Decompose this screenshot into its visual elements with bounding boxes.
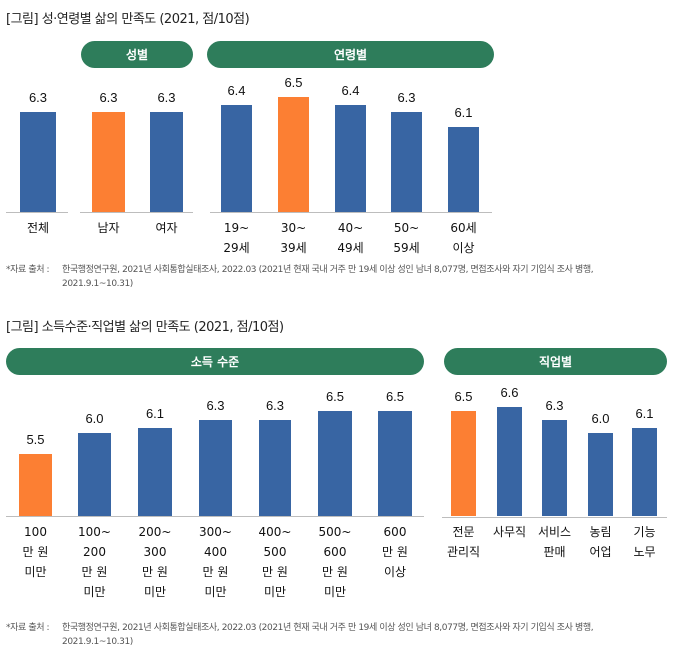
bar (278, 97, 309, 212)
data-label: 6.1 (454, 105, 473, 121)
data-label: 6.5 (385, 389, 405, 405)
figure1-title: [그림] 성·연령별 삶의 만족도 (2021, 점/10점) (6, 12, 250, 27)
category-label: 19~ 29세 (223, 221, 250, 255)
data-label: 6.5 (284, 75, 303, 91)
data-label: 6.0 (85, 410, 104, 426)
baseline-age (210, 212, 492, 213)
category-label: 여자 (155, 221, 178, 235)
baseline-sex (80, 212, 193, 213)
bar (78, 432, 111, 516)
category-label: 기능 노무 (633, 525, 656, 559)
data-label: 6.3 (28, 90, 48, 106)
source-text-line2: 2021.9.1~10.31) (62, 279, 133, 289)
data-label: 6.3 (265, 397, 285, 413)
bar (451, 411, 476, 516)
category-label: 500~ 600 만 원 미만 (318, 525, 352, 599)
category-label: 사무직 (492, 525, 527, 539)
category-label: 서비스 판매 (537, 525, 572, 559)
category-label: 200~ 300 만 원 미만 (138, 525, 172, 599)
data-label: 6.3 (397, 90, 416, 106)
bar (335, 104, 366, 212)
group-pill-income: 소득 수준 (6, 348, 424, 375)
group-pill-job: 직업별 (444, 348, 667, 375)
category-label: 30~ 39세 (280, 221, 307, 255)
bar (391, 112, 422, 212)
data-label: 6.1 (635, 406, 654, 422)
data-label: 6.4 (341, 82, 360, 98)
bar (448, 127, 479, 212)
data-label: 6.5 (454, 389, 473, 405)
category-label: 600 만 원 이상 (382, 525, 408, 579)
baseline-income (6, 516, 424, 517)
source-text-line1: 한국행정연구원, 2021년 사회통합실태조사, 2022.03 (2021년 … (62, 265, 594, 275)
bar (318, 411, 352, 516)
bar (92, 112, 125, 212)
data-label: 6.3 (99, 90, 118, 106)
baseline-job (442, 517, 667, 518)
category-label: 남자 (97, 221, 120, 235)
category-label: 300~ 400 만 원 미만 (199, 525, 232, 599)
bar (632, 428, 657, 516)
category-label: 40~ 49세 (337, 221, 364, 255)
category-label: 전체 (26, 221, 50, 235)
group-pill-sex: 성별 (81, 41, 193, 68)
data-label: 6.3 (545, 397, 564, 413)
category-label: 100~ 200 만 원 미만 (78, 525, 111, 599)
bar (588, 432, 613, 516)
bar (138, 428, 172, 516)
source-label: *자료 출처 : (6, 265, 50, 275)
data-label: 6.0 (591, 410, 610, 426)
category-label: 60세 이상 (450, 221, 477, 255)
data-label: 5.5 (26, 432, 45, 448)
figure2-source: *자료 출처 : 한국행정연구원, 2021년 사회통합실태조사, 2022.03… (6, 621, 594, 649)
category-label: 100 만 원 미만 (22, 525, 49, 579)
source-text-line1: 한국행정연구원, 2021년 사회통합실태조사, 2022.03 (2021년 … (62, 623, 594, 633)
bar (259, 419, 291, 516)
bar (378, 411, 412, 516)
bar (19, 454, 52, 516)
figure1-source: *자료 출처 : 한국행정연구원, 2021년 사회통합실태조사, 2022.03… (6, 263, 594, 291)
data-label: 6.4 (227, 82, 246, 98)
category-label: 50~ 59세 (393, 221, 420, 255)
category-label: 400~ 500 만 원 미만 (258, 525, 292, 599)
bar (199, 419, 232, 516)
bar (542, 419, 567, 516)
data-label: 6.3 (206, 397, 225, 413)
data-label: 6.1 (145, 406, 165, 422)
bar (221, 104, 252, 212)
data-label: 6.6 (500, 384, 519, 400)
category-label: 전문 관리직 (446, 525, 481, 559)
bar (20, 112, 56, 212)
data-label: 6.3 (157, 90, 176, 106)
data-label: 6.5 (325, 389, 345, 405)
figure2-title: [그림] 소득수준·직업별 삶의 만족도 (2021, 점/10점) (6, 320, 284, 335)
source-label: *자료 출처 : (6, 623, 50, 633)
bar (150, 112, 183, 212)
baseline-total (6, 212, 68, 213)
group-pill-age: 연령별 (207, 41, 494, 68)
category-label: 농림 어업 (589, 525, 612, 559)
bar (497, 406, 522, 516)
source-text-line2: 2021.9.1~10.31) (62, 637, 133, 647)
